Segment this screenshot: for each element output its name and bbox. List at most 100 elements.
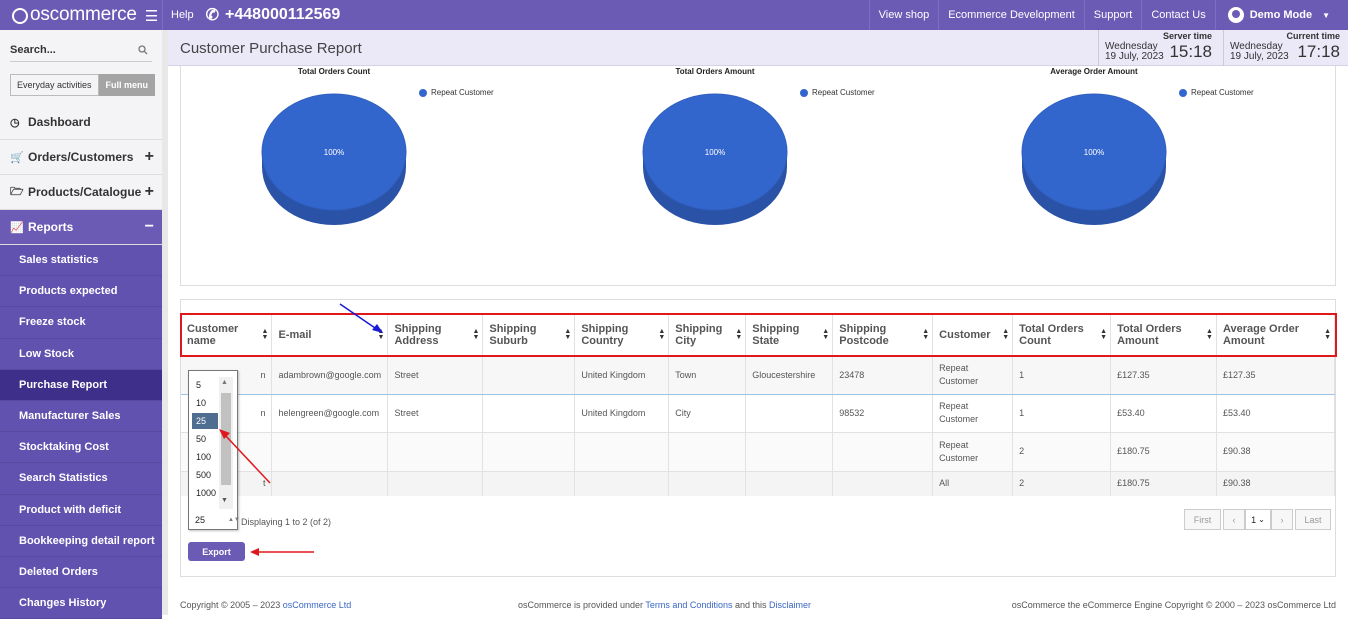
pie-slice[interactable] xyxy=(1021,93,1167,211)
prev-page-button[interactable]: ‹ xyxy=(1223,509,1245,530)
chart-legend[interactable]: Repeat Customer xyxy=(800,88,875,97)
sidebar-search-input[interactable]: Search... xyxy=(10,38,152,62)
footer-and-text: and this xyxy=(732,600,769,610)
page-select[interactable]: 1 ⌄ xyxy=(1245,509,1271,530)
export-button[interactable]: Export xyxy=(188,542,245,561)
sort-icon[interactable]: ▲ ▼ xyxy=(377,328,385,341)
next-page-button[interactable]: › xyxy=(1271,509,1293,530)
table-cell: Street xyxy=(387,355,484,395)
support-link[interactable]: Support xyxy=(1083,0,1142,30)
last-page-button[interactable]: Last xyxy=(1295,509,1331,530)
sort-icon[interactable]: ▲ ▼ xyxy=(261,328,269,341)
collapse-icon[interactable]: − xyxy=(144,218,154,235)
table-row[interactable]: n helengreen@google.com Street United Kingd… xyxy=(181,393,1336,432)
sidebar-item-products-expected[interactable]: Products expected xyxy=(0,276,162,308)
full-menu-toggle[interactable]: Full menu xyxy=(98,74,156,96)
column-header-label: State xyxy=(752,334,780,347)
sort-icon[interactable]: ▲ ▼ xyxy=(564,328,572,341)
sidebar-item-dashboard[interactable]: ◷ Dashboard xyxy=(0,105,162,140)
sidebar-item-stocktaking-cost[interactable]: Stocktaking Cost xyxy=(0,432,162,464)
table-row[interactable]: Repeat Customer 2 £180.75 £90.38 xyxy=(181,431,1336,471)
sidebar-item-deleted-orders[interactable]: Deleted Orders xyxy=(0,556,162,589)
expand-icon[interactable]: + xyxy=(144,148,154,165)
page-size-option[interactable]: 50 xyxy=(196,434,207,444)
column-header[interactable]: Shipping State ▲ ▼ xyxy=(745,314,834,356)
table-cell: United Kingdom xyxy=(574,355,670,395)
column-header[interactable]: Customer name ▲ ▼ xyxy=(181,314,273,356)
table-row[interactable]: n adambrown@google.com Street United Kingdo… xyxy=(181,355,1336,395)
footer-copyright-text: Copyright © 2005 – 2023 xyxy=(180,600,283,610)
sort-icon[interactable]: ▲ ▼ xyxy=(472,328,480,341)
page-title: Customer Purchase Report xyxy=(180,40,362,57)
chart-legend[interactable]: Repeat Customer xyxy=(1179,88,1254,97)
disclaimer-link[interactable]: Disclaimer xyxy=(768,600,811,610)
view-shop-link[interactable]: View shop xyxy=(868,0,939,30)
footer-company-link[interactable]: osCommerce Ltd xyxy=(282,600,352,610)
expand-icon[interactable]: + xyxy=(144,183,154,200)
page-size-option[interactable]: 1000 xyxy=(196,488,217,498)
pie-chart: 100% xyxy=(642,93,788,225)
chart-legend[interactable]: Repeat Customer xyxy=(419,88,494,97)
ecommerce-development-link[interactable]: Ecommerce Development xyxy=(938,0,1084,30)
page-size-option[interactable]: 10 xyxy=(196,398,207,408)
sort-icon[interactable]: ▲ ▼ xyxy=(658,328,666,341)
current-time-date: Wednesday 19 July, 2023 xyxy=(1230,42,1289,62)
sort-icon[interactable]: ▲ ▼ xyxy=(735,328,743,341)
brand-logo[interactable]: oscommerce ☰ xyxy=(0,0,162,30)
chart-icon: 📈 xyxy=(10,221,24,234)
column-header[interactable]: Customer ▲ ▼ xyxy=(932,314,1014,356)
hamburger-menu-icon[interactable]: ☰ xyxy=(144,8,158,25)
pie-slice[interactable] xyxy=(261,93,407,211)
table-row[interactable]: t All 2 £180.75 £90.38 xyxy=(181,470,1336,496)
column-header[interactable]: Shipping Postcode ▲ ▼ xyxy=(832,314,934,356)
phone-number[interactable]: ✆ +448000112569 xyxy=(206,5,341,25)
page-size-dropdown[interactable]: 5 10 25 50 100 500 1000 ▲ ▼ 25 ▲▼ xyxy=(188,370,240,530)
column-header[interactable]: Shipping City ▲ ▼ xyxy=(668,314,747,356)
contact-us-link[interactable]: Contact Us xyxy=(1141,0,1214,30)
column-header[interactable]: Shipping Suburb ▲ ▼ xyxy=(482,314,576,356)
sidebar-item-reports[interactable]: 📈 Reports − xyxy=(0,210,162,245)
terms-link[interactable]: Terms and Conditions xyxy=(645,600,733,610)
column-header[interactable]: Average Order Amount ▲ ▼ xyxy=(1216,314,1336,356)
sidebar-item-purchase-report[interactable]: Purchase Report xyxy=(0,369,162,401)
page-size-option[interactable]: 100 xyxy=(196,452,212,462)
sort-icon[interactable]: ▲ ▼ xyxy=(1100,328,1108,341)
sidebar-item-orders-customers[interactable]: 🛒 Orders/Customers + xyxy=(0,140,162,175)
sidebar-item-manufacturer-sales[interactable]: Manufacturer Sales xyxy=(0,400,162,433)
column-header[interactable]: E-mail ▲ ▼ xyxy=(271,314,389,356)
column-header[interactable]: Shipping Address ▲ ▼ xyxy=(387,314,484,356)
table-cell xyxy=(271,431,389,471)
sort-icon[interactable]: ▲ ▼ xyxy=(922,328,930,341)
sort-icon[interactable]: ▲ ▼ xyxy=(1324,328,1331,341)
sort-icon[interactable]: ▲ ▼ xyxy=(1002,328,1010,341)
column-header[interactable]: Total Orders Count ▲ ▼ xyxy=(1012,314,1112,356)
column-header[interactable]: Total Orders Amount ▲ ▼ xyxy=(1110,314,1217,356)
sidebar-item-search-statistics[interactable]: Search Statistics xyxy=(0,463,162,495)
sidebar-item-low-stock[interactable]: Low Stock xyxy=(0,338,162,370)
help-link[interactable]: Help xyxy=(162,0,202,30)
column-header-label: Amount xyxy=(1117,334,1159,347)
everyday-activities-toggle[interactable]: Everyday activities xyxy=(10,74,99,96)
page-size-option-selected[interactable]: 25 xyxy=(192,413,218,429)
page-size-option[interactable]: 5 xyxy=(196,380,202,390)
dropdown-scroll-thumb[interactable] xyxy=(221,393,231,485)
sidebar-item-changes-history[interactable]: Changes History xyxy=(0,588,162,619)
sort-icon[interactable]: ▲ ▼ xyxy=(822,328,830,341)
first-page-button[interactable]: First xyxy=(1184,509,1221,530)
pie-slice[interactable] xyxy=(642,93,788,211)
page-size-option[interactable]: 500 xyxy=(196,470,212,480)
report-table: Customer name ▲ ▼ E-mail ▲ ▼ Shipping Address ▲ ▼ S… xyxy=(181,314,1336,496)
sidebar-scrollbar[interactable] xyxy=(162,30,168,615)
sidebar-item-sales-statistics[interactable]: Sales statistics xyxy=(0,245,162,277)
sidebar-item-freeze-stock[interactable]: Freeze stock xyxy=(0,307,162,339)
table-cell: £127.35 xyxy=(1216,355,1336,395)
sidebar-item-bookkeeping-detail-report[interactable]: Bookkeeping detail report xyxy=(0,525,162,557)
scroll-down-icon[interactable]: ▼ xyxy=(221,497,228,504)
column-header[interactable]: Shipping Country ▲ ▼ xyxy=(574,314,670,356)
sidebar-item-product-with-deficit[interactable]: Product with deficit xyxy=(0,494,162,526)
sidebar-item-products-catalogue[interactable]: 🗁 Products/Catalogue + xyxy=(0,175,162,210)
sort-icon[interactable]: ▲ ▼ xyxy=(1206,328,1213,341)
user-menu[interactable]: Demo Mode ▼ xyxy=(1214,0,1348,30)
table-cell: Town xyxy=(668,355,747,395)
scroll-up-icon[interactable]: ▲ xyxy=(221,379,228,386)
